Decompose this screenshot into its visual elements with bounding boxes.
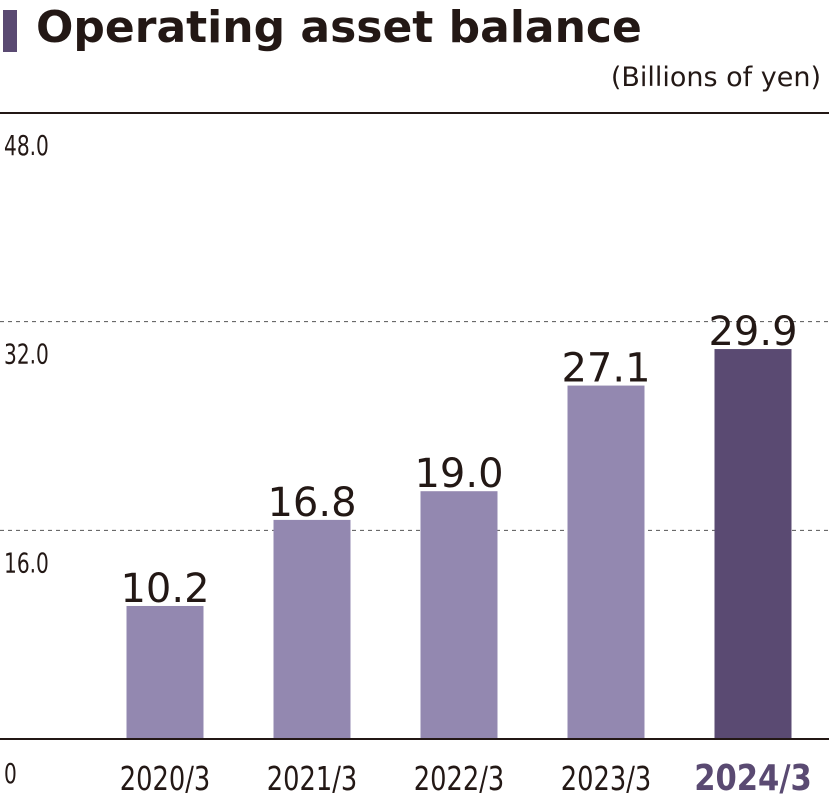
value-label: 16.8: [267, 480, 356, 526]
chart-title: Operating asset balance: [36, 2, 642, 53]
x-tick-label: 2024/3: [694, 757, 812, 799]
y-tick-label: 16.0: [4, 546, 49, 579]
x-tick-label: 2023/3: [561, 760, 652, 798]
bar: [567, 385, 645, 739]
x-tick-label: 2022/3: [414, 760, 505, 798]
bar: [714, 349, 792, 739]
bar: [273, 519, 351, 739]
y-tick-label: 0: [4, 757, 17, 790]
y-tick-label: 48.0: [4, 129, 49, 162]
bar: [420, 491, 498, 739]
value-label: 10.2: [120, 566, 209, 612]
value-label: 19.0: [414, 451, 503, 497]
bar: [126, 605, 204, 739]
x-tick-label: 2021/3: [267, 760, 358, 798]
y-tick-label: 32.0: [4, 337, 49, 370]
title-accent-bar: [3, 10, 17, 52]
value-label: 29.9: [708, 309, 797, 355]
value-label: 27.1: [561, 346, 650, 392]
unit-label: (Billions of yen): [610, 62, 821, 93]
x-tick-label: 2020/3: [120, 760, 211, 798]
